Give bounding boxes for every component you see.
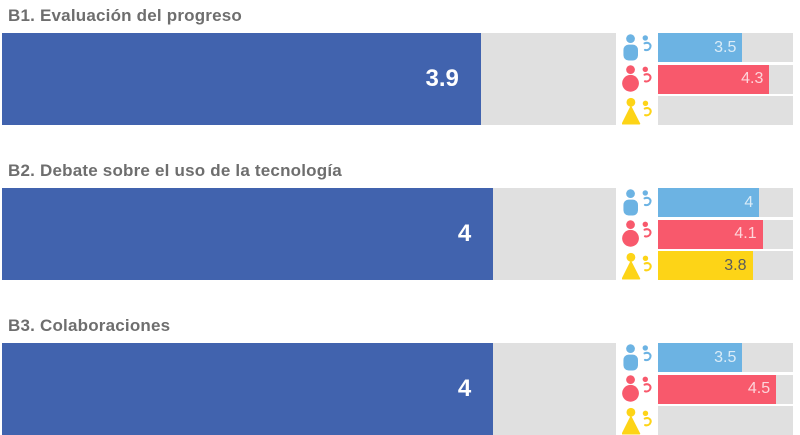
teachers-value: 4.1 xyxy=(734,225,757,242)
group-row-students: 3.8 xyxy=(622,251,793,280)
teachers-icon xyxy=(622,375,658,404)
overall-bar-track: 3.9 xyxy=(2,33,616,125)
group-row-teachers: 4.1 xyxy=(622,219,793,249)
section-chart: 4 4 xyxy=(2,188,793,280)
overall-bar-track: 4 xyxy=(2,343,616,435)
section-b1: B1. Evaluación del progreso 3.9 3.5 xyxy=(2,6,793,125)
section-title: B3. Colaboraciones xyxy=(8,316,171,335)
teachers-value: 4.3 xyxy=(741,70,764,87)
group-bar-track: 4.1 xyxy=(658,219,793,249)
teachers-icon xyxy=(622,220,658,249)
teachers-bar: 4.3 xyxy=(658,64,770,94)
students-value: 3.8 xyxy=(724,256,747,274)
group-bar-track: 4.5 xyxy=(658,374,793,404)
section-chart: 4 3.5 xyxy=(2,343,793,435)
teachers-value: 4.5 xyxy=(747,380,771,397)
group-bar-track xyxy=(658,406,793,435)
section-b2: B2. Debate sobre el uso de la tecnología… xyxy=(2,161,793,280)
teachers-icon xyxy=(622,65,658,94)
overall-bar: 3.9 xyxy=(2,33,481,125)
group-row-students xyxy=(622,406,793,435)
school-leaders-bar: 3.5 xyxy=(658,33,743,62)
school-leaders-value: 3.5 xyxy=(714,348,737,366)
overall-value: 4 xyxy=(457,220,472,247)
school-leaders-value: 4 xyxy=(744,193,754,211)
group-row-teachers: 4.5 xyxy=(622,374,793,404)
section-chart: 3.9 3.5 xyxy=(2,33,793,125)
school-leaders-value: 3.5 xyxy=(714,38,737,56)
group-bars-panel: 4 4.1 xyxy=(622,188,793,280)
group-row-students xyxy=(622,96,793,125)
overall-value: 4 xyxy=(457,375,472,402)
school-leaders-icon xyxy=(622,343,658,372)
school-leaders-icon xyxy=(622,33,658,62)
group-bars-panel: 3.5 4.3 xyxy=(622,33,793,125)
group-bar-track: 3.8 xyxy=(658,251,793,280)
teachers-bar: 4.5 xyxy=(658,374,777,404)
overall-bar-track: 4 xyxy=(2,188,616,280)
group-bar-track: 3.5 xyxy=(658,33,793,62)
group-bars-panel: 3.5 4.5 xyxy=(622,343,793,435)
students-icon xyxy=(622,251,658,280)
section-title: B2. Debate sobre el uso de la tecnología xyxy=(8,161,342,180)
school-leaders-bar: 3.5 xyxy=(658,343,743,372)
teachers-bar: 4.1 xyxy=(658,219,763,249)
section-b3: B3. Colaboraciones 4 3.5 xyxy=(2,316,793,435)
group-bar-track: 4.3 xyxy=(658,64,793,94)
students-bar: 3.8 xyxy=(658,251,753,280)
students-icon xyxy=(622,96,658,125)
overall-bar: 4 xyxy=(2,188,494,280)
school-leaders-bar: 4 xyxy=(658,188,760,217)
overall-bar: 4 xyxy=(2,343,494,435)
section-title: B1. Evaluación del progreso xyxy=(8,6,243,25)
school-leaders-icon xyxy=(622,188,658,217)
group-bar-track xyxy=(658,96,793,125)
group-row-school-leaders: 3.5 xyxy=(622,33,793,62)
group-row-school-leaders: 3.5 xyxy=(622,343,793,372)
group-bar-track: 4 xyxy=(658,188,793,217)
group-bar-track: 3.5 xyxy=(658,343,793,372)
group-row-school-leaders: 4 xyxy=(622,188,793,217)
overall-value: 3.9 xyxy=(425,65,459,92)
group-row-teachers: 4.3 xyxy=(622,64,793,94)
students-icon xyxy=(622,406,658,435)
